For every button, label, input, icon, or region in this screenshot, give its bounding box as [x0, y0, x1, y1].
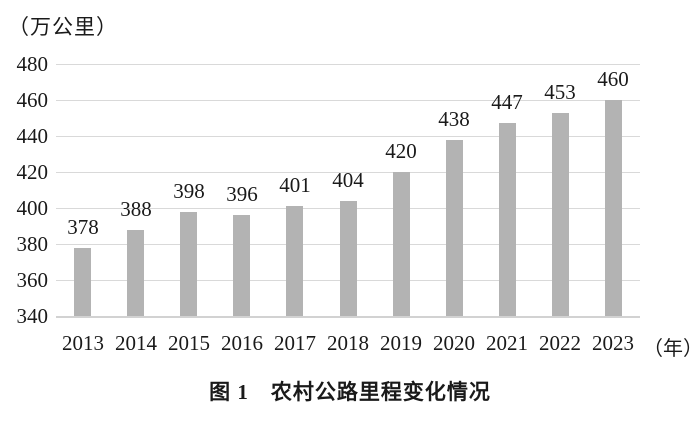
- bar-value-label: 378: [67, 215, 99, 239]
- bar-2022: [552, 113, 569, 316]
- x-axis-unit-label: （年）: [643, 338, 700, 360]
- y-tick-label: 420: [16, 160, 49, 184]
- bar-value-label: 438: [438, 107, 470, 131]
- bar-2017: [286, 206, 303, 316]
- bar-value-label: 453: [544, 80, 576, 104]
- bar-value-label: 460: [597, 67, 629, 91]
- x-axis-baseline: [56, 316, 640, 318]
- bar-2014: [127, 230, 144, 316]
- x-tick-label: 2019: [380, 331, 422, 355]
- bar-2015: [180, 212, 197, 316]
- x-tick-label: 2023: [592, 331, 634, 355]
- bar-2016: [233, 215, 250, 316]
- y-tick-label: 440: [16, 124, 49, 148]
- x-tick-label: 2013: [62, 331, 104, 355]
- x-tick-label: 2018: [327, 331, 369, 355]
- gridline: [56, 64, 640, 65]
- bar-value-label: 398: [173, 179, 205, 203]
- bar-2018: [340, 201, 357, 316]
- y-axis-unit-label: （万公里）: [8, 15, 118, 39]
- y-tick-label: 360: [16, 268, 49, 292]
- bar-2023: [605, 100, 622, 316]
- x-tick-label: 2020: [433, 331, 475, 355]
- x-tick-label: 2016: [221, 331, 263, 355]
- x-tick-label: 2014: [115, 331, 157, 355]
- y-tick-label: 460: [16, 88, 49, 112]
- bar-2019: [393, 172, 410, 316]
- bar-value-label: 447: [491, 90, 523, 114]
- figure-caption: 图 1 农村公路里程变化情况: [209, 380, 491, 404]
- x-tick-label: 2015: [168, 331, 210, 355]
- bar-value-label: 420: [385, 139, 417, 163]
- gridline: [56, 136, 640, 137]
- y-tick-label: 340: [16, 304, 49, 328]
- bar-value-label: 404: [332, 168, 364, 192]
- gridline: [56, 100, 640, 101]
- bar-2021: [499, 123, 516, 316]
- bar-2020: [446, 140, 463, 316]
- y-tick-label: 380: [16, 232, 49, 256]
- bar-value-label: 401: [279, 173, 311, 197]
- y-tick-label: 400: [16, 196, 49, 220]
- bar-2013: [74, 248, 91, 316]
- x-tick-label: 2017: [274, 331, 316, 355]
- gridline: [56, 172, 640, 173]
- bar-value-label: 396: [226, 182, 258, 206]
- bar-value-label: 388: [120, 197, 152, 221]
- x-tick-label: 2021: [486, 331, 528, 355]
- x-tick-label: 2022: [539, 331, 581, 355]
- y-tick-label: 480: [16, 52, 49, 76]
